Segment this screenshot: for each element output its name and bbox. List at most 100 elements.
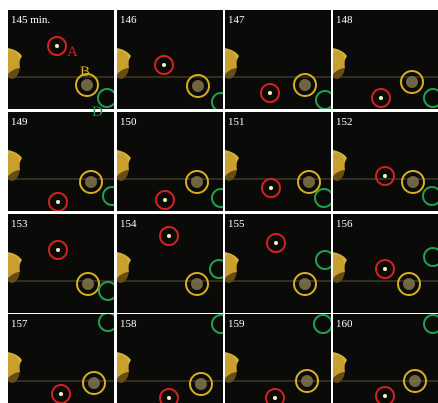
panel: 155: [225, 214, 331, 313]
cell-dot: [56, 248, 60, 252]
tracking-circle: [293, 272, 317, 296]
time-label: 152: [336, 116, 353, 128]
tracking-circle: [260, 83, 280, 103]
time-label: 155: [228, 218, 245, 230]
tracking-circle: [313, 314, 331, 334]
tracking-circle: [371, 88, 391, 108]
tracking-circle: [401, 170, 425, 194]
debris: [333, 280, 438, 282]
tracking-circle: [98, 281, 114, 301]
panel-bg: [333, 214, 438, 313]
cell-dot: [383, 267, 387, 271]
panel: 151: [225, 112, 331, 211]
tracking-circle: [76, 272, 100, 296]
panel-bg: [8, 214, 114, 313]
tracking-circle: [375, 386, 395, 403]
cell: [191, 278, 203, 290]
cell-dot: [383, 394, 387, 398]
cell-dot: [274, 241, 278, 245]
panel: 153: [8, 214, 114, 313]
cell: [192, 80, 204, 92]
panel: 149: [8, 112, 114, 211]
panel: 154: [117, 214, 223, 313]
panel: 147: [225, 10, 331, 109]
tracking-circle: [159, 388, 179, 403]
panel-bg: [225, 314, 331, 403]
cell-glow: [8, 355, 20, 383]
cell-dot: [59, 392, 63, 396]
cell-glow: [225, 255, 237, 283]
cell-dot: [268, 91, 272, 95]
tracking-circle: [75, 73, 99, 97]
tracking-circle: [293, 73, 317, 97]
panel: 148: [333, 10, 438, 109]
cell-dot: [167, 234, 171, 238]
debris: [117, 178, 223, 180]
tracking-circle: [397, 272, 421, 296]
tracking-circle: [155, 190, 175, 210]
tracking-circle: [375, 166, 395, 186]
tracking-circle: [48, 192, 68, 211]
cell-glow: [225, 51, 237, 79]
debris: [117, 380, 223, 382]
tracking-circle: [186, 74, 210, 98]
cell-dot: [163, 198, 167, 202]
time-label: 158: [120, 318, 137, 330]
time-label: 145 min.: [11, 14, 50, 26]
tracking-circle: [400, 70, 424, 94]
debris: [333, 76, 438, 78]
tracking-circle: [48, 240, 68, 260]
debris: [225, 280, 331, 282]
annotation-label: B: [80, 64, 90, 80]
panel-bg: [333, 112, 438, 211]
cell-dot: [379, 96, 383, 100]
cell: [85, 176, 97, 188]
annotation-label: D: [92, 104, 103, 120]
tracking-circle: [423, 314, 438, 334]
tracking-circle: [265, 388, 285, 403]
cell-glow: [333, 153, 345, 181]
debris: [225, 380, 331, 382]
cell-dot: [55, 44, 59, 48]
tracking-circle: [211, 188, 223, 208]
tracking-circle: [315, 250, 331, 270]
debris: [8, 380, 114, 382]
tracking-circle: [261, 178, 281, 198]
cell-glow: [8, 153, 20, 181]
cell-glow: [8, 51, 20, 79]
cell-glow: [117, 255, 129, 283]
panel: 156: [333, 214, 438, 313]
panels: 145 min. 146 147 148 149 150 151 152 153 154 155 15…: [8, 10, 438, 403]
cell-dot: [273, 396, 277, 400]
debris: [333, 380, 438, 382]
tracking-circle: [422, 186, 438, 206]
tracking-circle: [297, 170, 321, 194]
time-label: 153: [11, 218, 28, 230]
time-label: 146: [120, 14, 137, 26]
time-label: 160: [336, 318, 353, 330]
cell: [195, 378, 207, 390]
cell: [407, 176, 419, 188]
time-label: 148: [336, 14, 353, 26]
debris: [225, 76, 331, 78]
cell-glow: [225, 153, 237, 181]
panel: 150: [117, 112, 223, 211]
tracking-circle: [315, 90, 331, 109]
time-label: 159: [228, 318, 245, 330]
time-label: 156: [336, 218, 353, 230]
debris: [8, 280, 114, 282]
cell-dot: [383, 174, 387, 178]
debris: [117, 280, 223, 282]
cell: [299, 278, 311, 290]
time-label: 150: [120, 116, 137, 128]
debris: [333, 178, 438, 180]
tracking-circle: [51, 384, 71, 403]
panel-bg: [225, 214, 331, 313]
cell-dot: [167, 396, 171, 400]
tracking-circle: [211, 92, 223, 109]
debris: [225, 178, 331, 180]
cell-glow: [333, 355, 345, 383]
cell-glow: [117, 51, 129, 79]
time-label: 149: [11, 116, 28, 128]
panel-bg: [117, 214, 223, 313]
